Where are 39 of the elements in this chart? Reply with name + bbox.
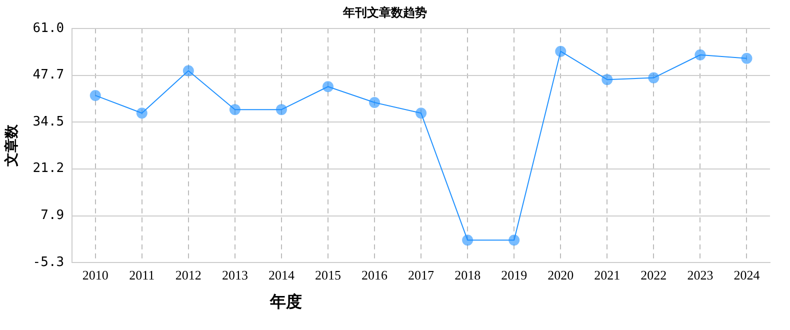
- point: [229, 104, 240, 116]
- point: [416, 108, 427, 119]
- point: [322, 81, 334, 92]
- point: [602, 74, 613, 86]
- x-tick-label: 2019: [501, 268, 528, 283]
- x-tick-label: 2016: [362, 268, 388, 283]
- y-tick-label: 47.7: [32, 68, 64, 83]
- x-tick-label: 2022: [640, 268, 667, 283]
- y-tick-label: 21.2: [32, 161, 64, 176]
- x-tick-label: 2020: [548, 268, 574, 283]
- x-tick-label: 2012: [175, 268, 202, 283]
- point: [276, 104, 287, 116]
- y-tick-label: 34.5: [32, 114, 64, 130]
- point: [462, 234, 474, 246]
- point: [90, 90, 101, 101]
- point: [694, 49, 706, 60]
- x-tick-label: 2014: [268, 268, 295, 283]
- point: [555, 46, 566, 57]
- chart-title: 年刊文章数趋势: [342, 5, 427, 20]
- x-tick-label: 2018: [454, 268, 481, 283]
- x-tick-label: 2017: [408, 268, 435, 283]
- point: [136, 108, 148, 119]
- x-tick-label: 2021: [594, 268, 620, 283]
- y-axis-title: 文章数: [3, 123, 20, 168]
- x-tick-label: 2023: [687, 268, 714, 283]
- point: [508, 234, 520, 246]
- x-tick-label: 2010: [82, 268, 108, 283]
- point: [648, 72, 660, 84]
- point: [369, 97, 380, 108]
- x-axis-title: 年度: [270, 292, 302, 313]
- point: [741, 52, 752, 64]
- x-tick-label: 2011: [129, 268, 155, 283]
- y-tick-label: 61.0: [32, 20, 64, 36]
- y-tick-label: -5.3: [32, 254, 64, 270]
- x-tick-label: 2015: [315, 268, 341, 283]
- x-tick-label: 2024: [734, 268, 760, 283]
- point: [182, 65, 194, 76]
- x-tick-label: 2013: [222, 268, 248, 283]
- y-tick-label: 7.9: [40, 208, 64, 224]
